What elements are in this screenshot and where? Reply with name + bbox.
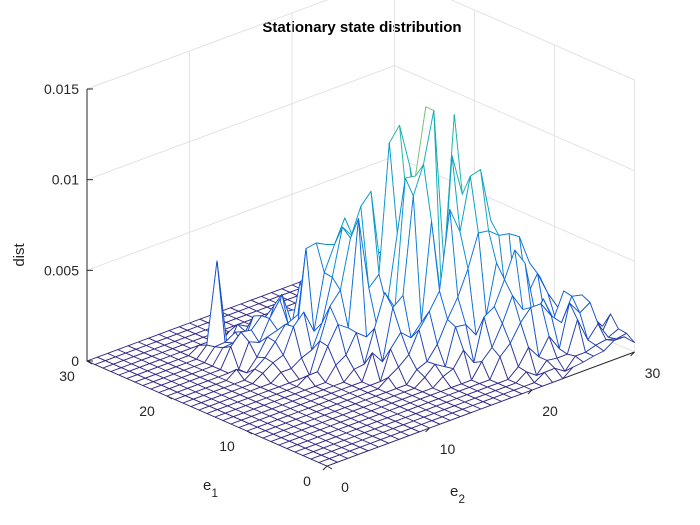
surface-mesh — [86, 106, 635, 467]
tick-mark — [166, 395, 173, 400]
y-tick-label: 30 — [645, 365, 661, 381]
z-tick-label: 0.005 — [44, 262, 79, 278]
tick-mark — [322, 465, 328, 471]
x-tick-label: 10 — [219, 438, 235, 454]
z-tick-label: 0 — [71, 353, 79, 369]
tick-mark — [246, 430, 253, 435]
y-tick-label: 0 — [341, 479, 349, 495]
z-axis-label: dist — [11, 242, 28, 266]
chart-title: Stationary state distribution — [262, 19, 461, 36]
x-tick-label: 0 — [303, 473, 311, 489]
x-axis-label: e1 — [203, 477, 218, 500]
y-tick-label: 10 — [440, 441, 456, 457]
y-axis-label: e2 — [450, 483, 465, 506]
z-tick-label: 0.015 — [44, 81, 79, 97]
tick-mark — [630, 351, 635, 357]
grid-line — [86, 0, 635, 90]
y-tick-label: 20 — [542, 403, 558, 419]
z-tick-label: 0.01 — [52, 172, 79, 188]
surface-cell — [318, 458, 338, 467]
x-tick-label: 30 — [59, 368, 75, 384]
tick-mark — [86, 360, 93, 365]
tick-mark — [527, 389, 533, 395]
tick-mark — [326, 465, 333, 470]
grid-line — [86, 65, 635, 181]
x-tick-label: 20 — [139, 403, 155, 419]
tick-mark — [425, 427, 430, 433]
